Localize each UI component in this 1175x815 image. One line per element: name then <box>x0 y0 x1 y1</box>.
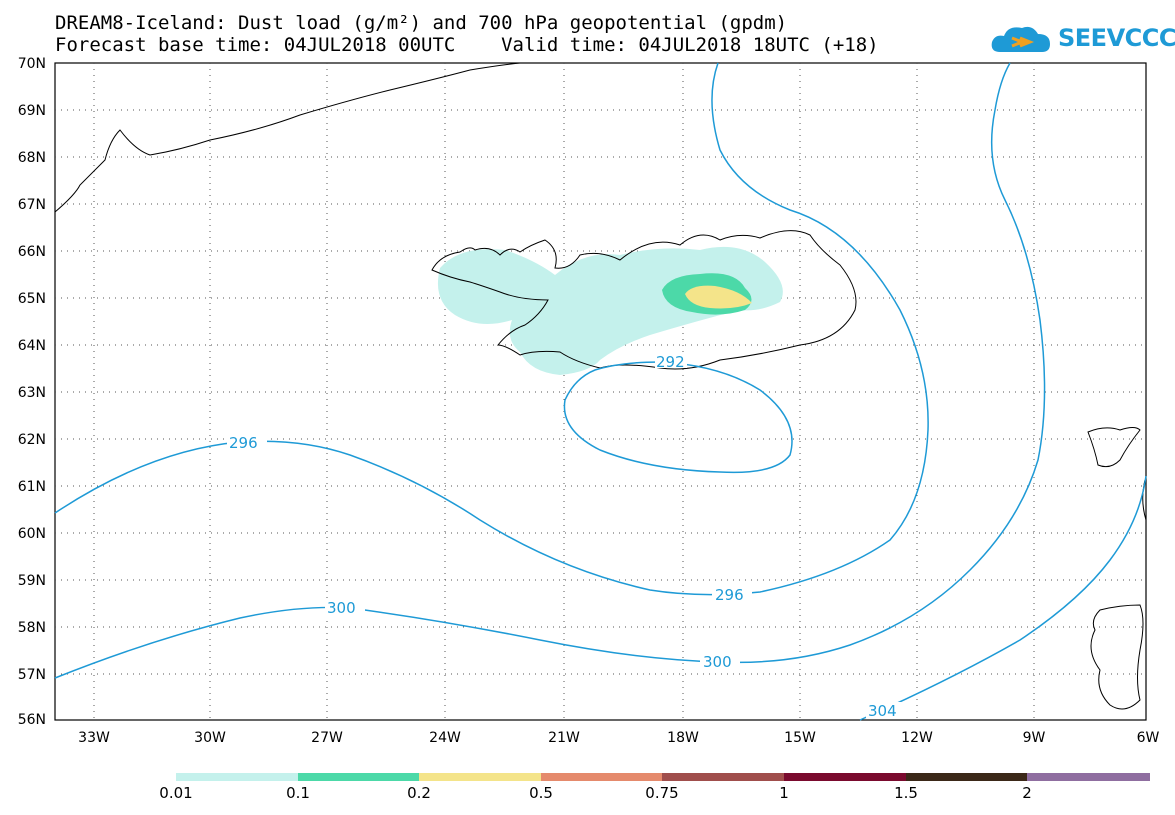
lat-label: 63N <box>17 385 46 401</box>
colorbar-label: 0.2 <box>407 784 431 802</box>
lat-label: 56N <box>17 712 46 728</box>
lon-label: 33W <box>78 730 110 746</box>
lat-label: 60N <box>17 526 46 542</box>
lat-label: 70N <box>17 56 46 72</box>
lon-label: 6W <box>1136 730 1160 746</box>
lat-label: 68N <box>17 150 46 166</box>
forecast-time-line: Forecast base time: 04JUL2018 00UTC Vali… <box>55 34 879 56</box>
lon-label: 27W <box>311 730 343 746</box>
lon-label: 9W <box>1022 730 1046 746</box>
lon-label: 12W <box>901 730 933 746</box>
colorbar-label: 1 <box>779 784 789 802</box>
colorbar-segment <box>784 773 906 781</box>
colorbar-label: 0.1 <box>286 784 310 802</box>
colorbar-label: 2 <box>1022 784 1032 802</box>
lat-label: 61N <box>17 479 46 495</box>
cloud-arrow-icon <box>991 26 1050 52</box>
lon-label: 18W <box>667 730 699 746</box>
geopotential-contours <box>54 62 1147 721</box>
logo-text: SEEVCCC <box>1058 24 1175 52</box>
map-frame <box>54 62 1147 721</box>
colorbar-segment <box>1027 773 1150 781</box>
contour-label: 292 <box>656 353 685 371</box>
grid-lines <box>55 63 1146 720</box>
map-title: DREAM8-Iceland: Dust load (g/m²) and 700… <box>55 12 788 34</box>
contour-label: 300 <box>327 599 356 617</box>
lon-label: 15W <box>784 730 816 746</box>
lon-label: 30W <box>194 730 226 746</box>
lat-label: 64N <box>17 338 46 354</box>
lon-label: 24W <box>429 730 461 746</box>
colorbar-label: 0.01 <box>159 784 193 802</box>
colorbar-label: 0.5 <box>529 784 553 802</box>
colorbar-label: 0.75 <box>645 784 679 802</box>
lat-label: 57N <box>17 667 46 683</box>
colorbar-segment <box>541 773 662 781</box>
lat-label: 67N <box>17 197 46 213</box>
contour-label: 296 <box>715 586 744 604</box>
colorbar-segment <box>298 773 419 781</box>
coastlines <box>54 62 1147 710</box>
lat-label: 59N <box>17 573 46 589</box>
colorbar-segment <box>662 773 784 781</box>
colorbar-segment <box>906 773 1027 781</box>
contour-label: 304 <box>868 702 897 720</box>
contour-label: 296 <box>229 434 258 452</box>
lat-label: 58N <box>17 620 46 636</box>
lon-label: 21W <box>548 730 580 746</box>
colorbar-segment <box>176 773 298 781</box>
lat-label: 62N <box>17 432 46 448</box>
colorbar-segment <box>419 773 541 781</box>
lat-label: 69N <box>17 103 46 119</box>
lat-label: 66N <box>17 244 46 260</box>
dust-area-0.2 <box>685 285 752 309</box>
contour-label: 300 <box>703 653 732 671</box>
lat-label: 65N <box>17 291 46 307</box>
colorbar-label: 1.5 <box>894 784 918 802</box>
